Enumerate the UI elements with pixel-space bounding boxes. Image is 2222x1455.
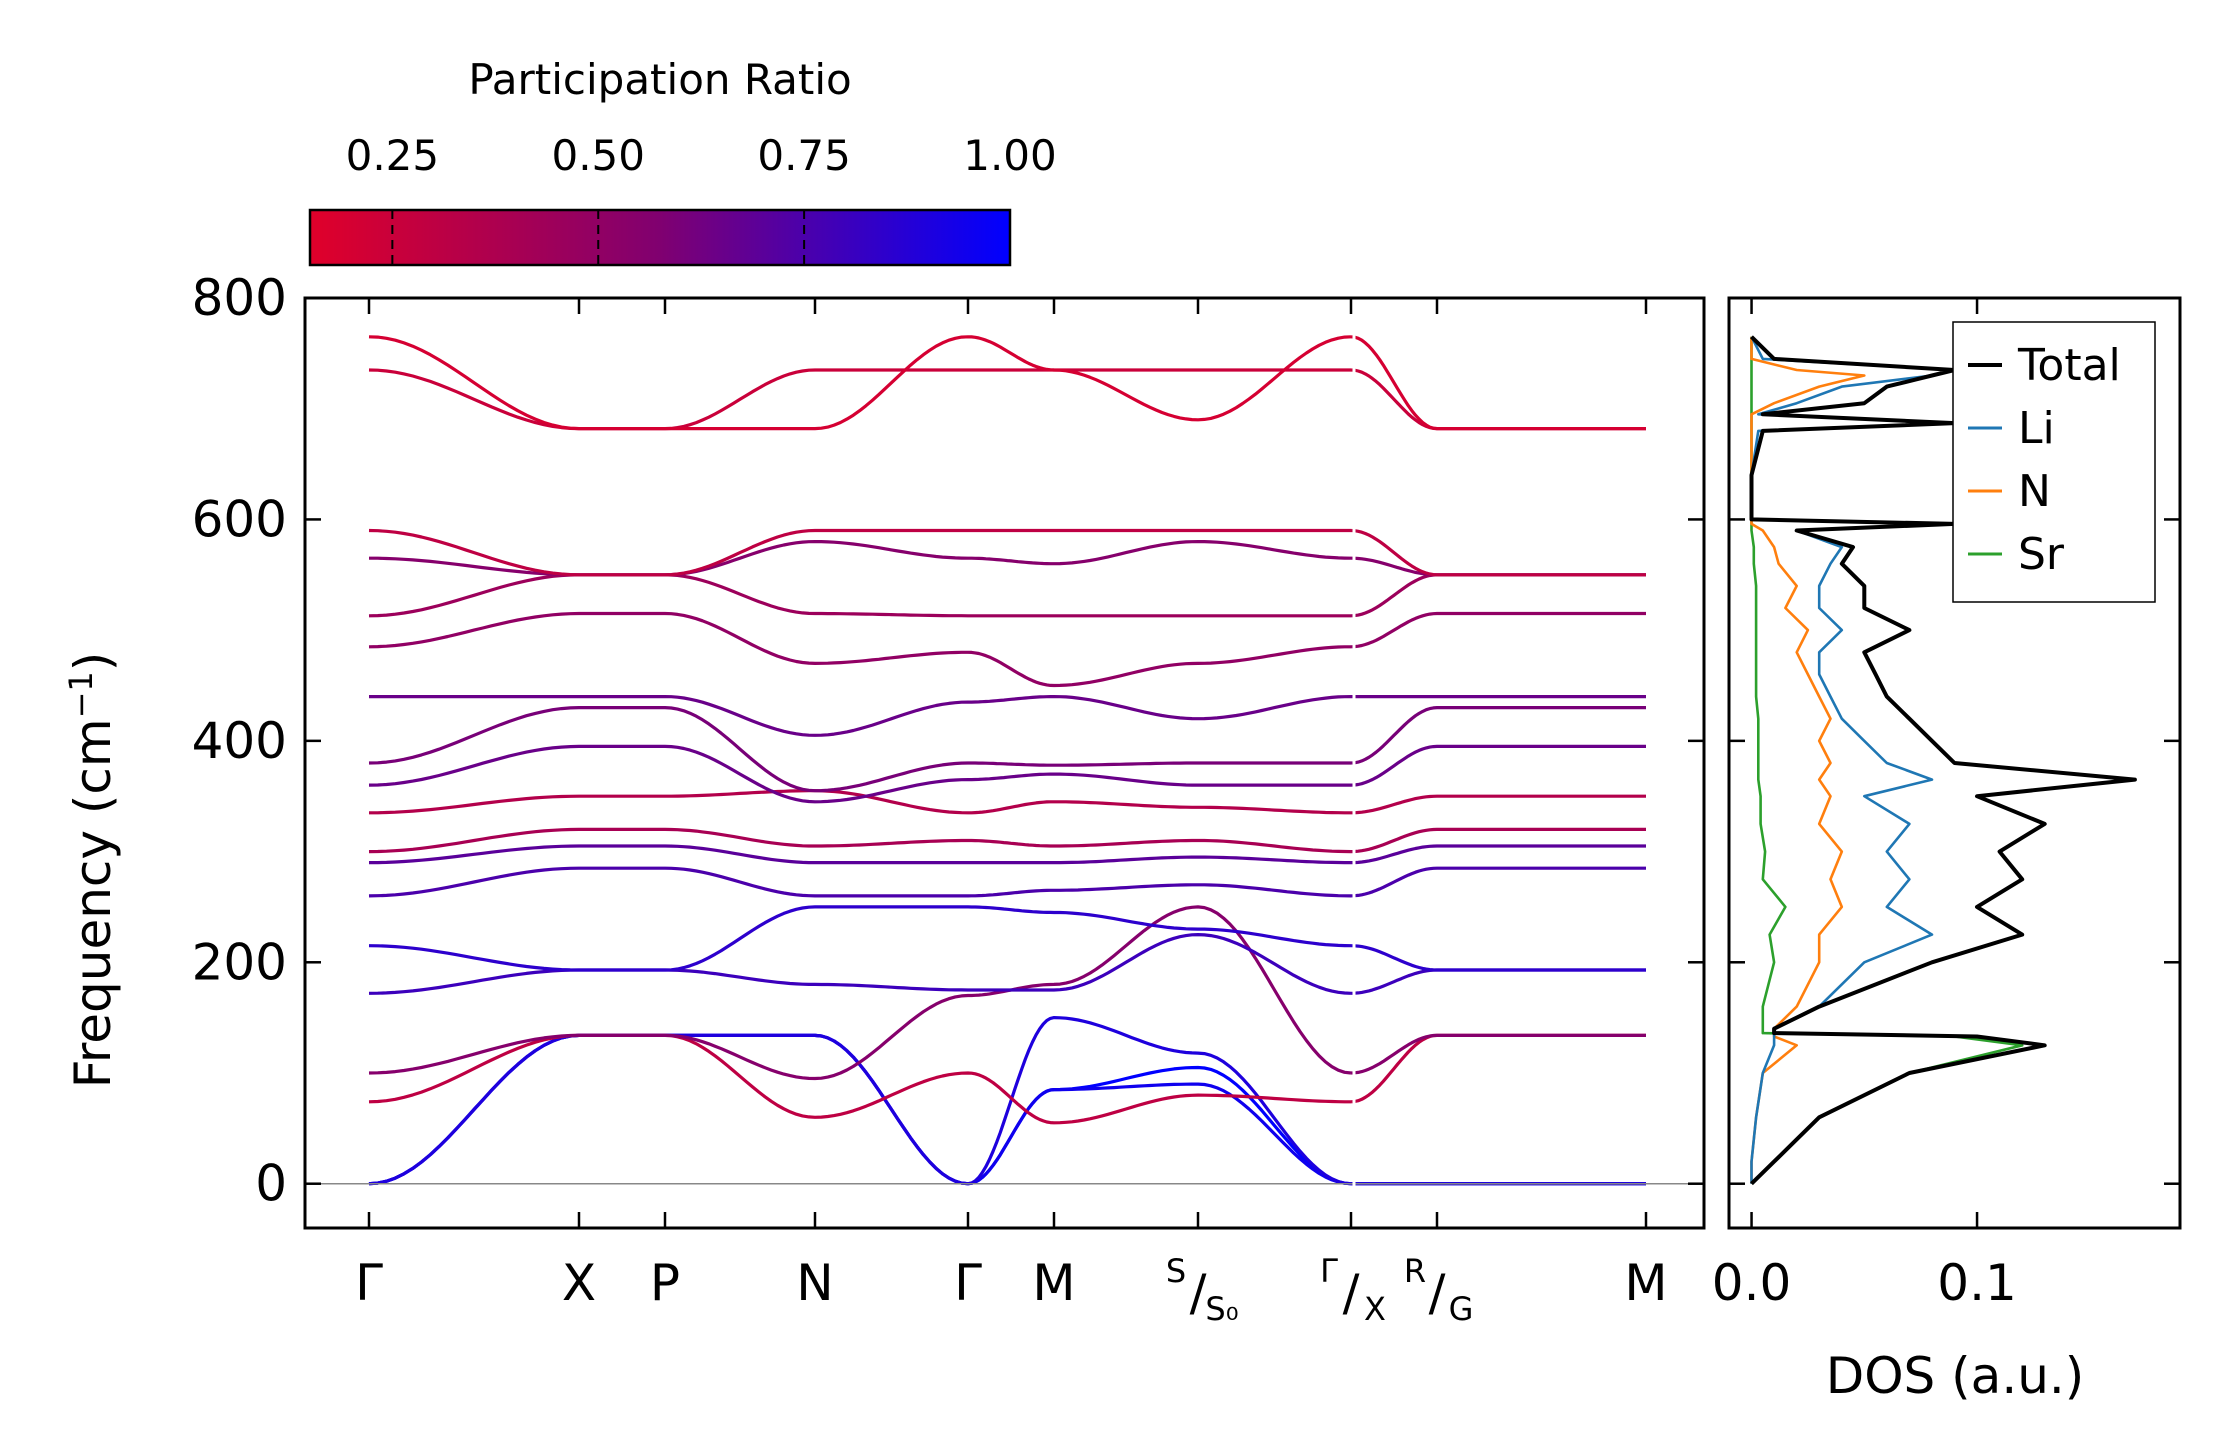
y-tick-label: 200 (192, 933, 287, 991)
high-symmetry-label: X (562, 1254, 596, 1312)
phonon-band-line (368, 706, 1351, 793)
phonon-band-line (368, 528, 1351, 577)
phonon-band-line (369, 844, 1351, 865)
phonon-band-line (1350, 706, 1646, 765)
phonon-band-line (368, 744, 1351, 804)
legend-item-n: N (1968, 466, 2051, 517)
high-symmetry-label: M (1032, 1254, 1075, 1312)
phonon-band-line (1350, 866, 1646, 898)
y-tick-label: 600 (192, 490, 287, 548)
phonon-band-line (1351, 794, 1646, 815)
fraction-bottom: X (1364, 1290, 1386, 1328)
phonon-band-line (1350, 944, 1646, 972)
phonon-band-line (1350, 573, 1646, 618)
phonon-band-line (1350, 368, 1646, 431)
high-symmetry-fraction-label: S / S₀ (1166, 1252, 1239, 1328)
legend-item-li: Li (1968, 403, 2055, 454)
dos-plot: 0.0 0.1 DOS (a.u.) Total Li N Sr (1712, 296, 2182, 1405)
high-symmetry-fraction-label: R / G (1404, 1252, 1474, 1328)
fraction-slash: / (1343, 1264, 1360, 1322)
y-tick-label: 400 (192, 712, 287, 770)
high-symmetry-label: M (1624, 1254, 1667, 1312)
phonon-band-line (1350, 744, 1646, 787)
phonon-band-line (368, 335, 1352, 431)
phonon-band-line (1350, 827, 1646, 854)
high-symmetry-labels: Γ X P N Γ M S / S₀Γ / XR / G M (355, 1252, 1668, 1328)
colorbar-title: Participation Ratio (468, 55, 851, 104)
fraction-top: S (1166, 1252, 1186, 1290)
legend-label: N (2018, 466, 2051, 517)
high-symmetry-label: P (650, 1254, 680, 1312)
phonon-bands (305, 298, 1704, 1228)
dos-x-tick-label: 0.1 (1937, 1254, 2017, 1312)
phonon-band-line (1350, 968, 1646, 995)
phonon-band-line (1350, 611, 1646, 649)
phonon-band-line (1350, 1033, 1646, 1104)
fraction-bottom: G (1449, 1290, 1474, 1328)
phonon-band-line (368, 573, 1351, 618)
phonon-band-line (369, 540, 1352, 577)
y-tick-label: 800 (192, 269, 287, 327)
fraction-slash: / (1429, 1264, 1446, 1322)
colorbar-gradient (308, 208, 1012, 267)
colorbar-tick-label: 0.25 (346, 131, 440, 180)
dos-legend: Total Li N Sr (1952, 321, 2156, 603)
dos-x-tick-label: 0.0 (1712, 1254, 1792, 1312)
dos-curve-total (1749, 335, 2137, 1186)
fraction-slash: / (1190, 1264, 1207, 1322)
fraction-top: Γ (1320, 1252, 1338, 1290)
phonon-band-line (369, 695, 1352, 737)
dos-plot-frame (1727, 296, 2182, 1230)
phonon-band-line (368, 905, 1352, 1081)
legend-item-total: Total (1968, 340, 2121, 391)
colorbar-tick-label: 0.75 (757, 131, 851, 180)
legend-label: Sr (2018, 529, 2065, 580)
phonon-band-line (368, 827, 1352, 854)
fraction-top: R (1404, 1252, 1426, 1290)
high-symmetry-fraction-label: Γ / X (1320, 1252, 1386, 1328)
frequency-tick-labels: 0 200 400 600 800 (192, 269, 287, 1213)
band-plot-frame (303, 296, 1706, 1230)
dos-axis-label: DOS (a.u.) (1826, 1347, 2085, 1405)
phonon-band-line (1350, 335, 1646, 431)
colorbar-ticks (391, 210, 806, 265)
phonon-band-line (1350, 528, 1646, 577)
phonon-band-line (1351, 556, 1646, 577)
frequency-axis-label: Frequency (cm−1) (62, 652, 122, 1089)
phonon-band-line (368, 611, 1351, 688)
legend-label: Li (2018, 403, 2055, 454)
phonon-band-line (368, 1033, 1351, 1125)
high-symmetry-label: N (796, 1254, 833, 1312)
phonon-band-line (369, 789, 1351, 815)
dos-curves (1749, 335, 2137, 1186)
y-tick-label: 0 (255, 1155, 287, 1213)
colorbar-tick-labels: 0.25 0.50 0.75 1.00 (346, 131, 1057, 180)
band-axis-ticks (305, 296, 1704, 1228)
legend-item-sr: Sr (1968, 529, 2065, 580)
colorbar-tick-label: 0.50 (551, 131, 645, 180)
high-symmetry-label: Γ (355, 1254, 383, 1312)
dos-tick-labels: 0.0 0.1 (1712, 1254, 2017, 1312)
phonon-band-line (368, 905, 1352, 972)
colorbar: Participation Ratio 0.25 0.50 0.75 1.00 (308, 55, 1057, 267)
phonon-band-line (1350, 1033, 1646, 1075)
fraction-bottom: S₀ (1205, 1290, 1238, 1328)
legend-label: Total (2017, 340, 2121, 391)
high-symmetry-label: Γ (954, 1254, 982, 1312)
colorbar-tick-label: 1.00 (963, 131, 1057, 180)
phonon-band-line (368, 866, 1352, 898)
phonon-band-line (1351, 844, 1646, 865)
